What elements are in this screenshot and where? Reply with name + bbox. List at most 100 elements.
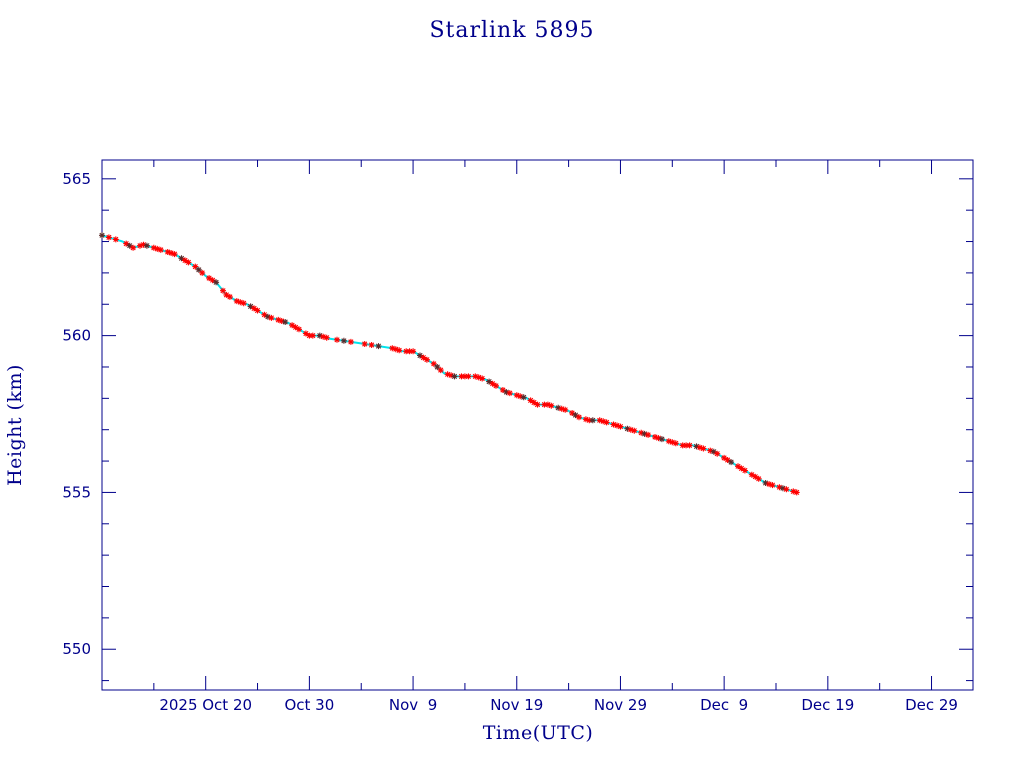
data-point bbox=[465, 373, 472, 380]
data-point bbox=[562, 406, 569, 413]
data-point bbox=[105, 234, 112, 241]
data-point bbox=[112, 236, 119, 243]
data-point bbox=[168, 250, 175, 256]
data-point bbox=[489, 380, 496, 387]
data-point bbox=[603, 419, 610, 426]
data-point bbox=[368, 342, 375, 348]
data-point bbox=[417, 352, 423, 359]
data-point bbox=[548, 402, 555, 409]
data-point bbox=[600, 418, 607, 425]
data-point bbox=[475, 374, 482, 381]
data-point bbox=[614, 422, 620, 429]
data-point bbox=[555, 404, 562, 411]
data-point bbox=[672, 440, 679, 447]
data-point bbox=[240, 300, 247, 307]
data-point bbox=[182, 257, 188, 264]
data-point bbox=[558, 405, 565, 412]
data-point bbox=[458, 373, 465, 380]
data-point bbox=[306, 332, 313, 339]
data-point bbox=[289, 322, 296, 329]
data-point bbox=[655, 435, 662, 442]
data-point bbox=[268, 314, 275, 321]
data-point bbox=[278, 318, 285, 324]
data-point bbox=[541, 401, 548, 408]
data-point bbox=[461, 373, 468, 380]
data-point bbox=[589, 417, 596, 424]
data-point bbox=[99, 232, 105, 239]
data-point bbox=[707, 447, 714, 454]
data-point bbox=[137, 242, 143, 249]
data-point bbox=[627, 426, 634, 433]
data-point bbox=[741, 467, 748, 474]
data-point bbox=[392, 346, 399, 353]
x-tick-label: Dec 19 bbox=[801, 696, 854, 714]
y-axis-label: Height (km) bbox=[4, 364, 26, 486]
data-point bbox=[251, 305, 258, 312]
data-point bbox=[448, 372, 455, 379]
data-point bbox=[596, 417, 603, 424]
data-point bbox=[779, 485, 786, 492]
data-point bbox=[499, 387, 506, 393]
x-tick-label: Nov 9 bbox=[389, 696, 437, 714]
data-point bbox=[178, 255, 185, 262]
data-point bbox=[693, 443, 700, 450]
data-point bbox=[506, 390, 513, 397]
data-point bbox=[738, 465, 745, 472]
data-point bbox=[700, 445, 707, 452]
data-point bbox=[403, 348, 410, 355]
data-point bbox=[576, 414, 582, 421]
data-point bbox=[652, 434, 658, 440]
data-point bbox=[171, 251, 178, 258]
data-point bbox=[513, 392, 520, 399]
data-point bbox=[275, 316, 282, 323]
data-point bbox=[140, 241, 147, 248]
y-tick-label: 550 bbox=[62, 640, 91, 658]
data-point bbox=[793, 489, 800, 496]
data-point bbox=[396, 347, 403, 354]
data-point bbox=[264, 313, 271, 320]
data-point bbox=[586, 417, 593, 424]
data-point bbox=[223, 291, 230, 298]
data-point bbox=[486, 378, 493, 385]
data-point bbox=[669, 439, 676, 446]
data-point bbox=[430, 360, 437, 367]
data-point bbox=[582, 416, 589, 423]
data-point bbox=[617, 423, 624, 430]
x-tick-label: Nov 29 bbox=[594, 696, 647, 714]
data-point bbox=[437, 367, 444, 374]
data-point bbox=[213, 279, 220, 286]
data-point bbox=[157, 246, 164, 253]
y-tick-label: 560 bbox=[62, 327, 91, 345]
x-tick-label: Dec 9 bbox=[700, 696, 748, 714]
data-point bbox=[776, 484, 783, 491]
y-tick-labels: 550 555 560 565 bbox=[62, 170, 91, 658]
data-point bbox=[423, 356, 430, 363]
data-point bbox=[323, 334, 330, 341]
data-point bbox=[790, 488, 797, 495]
data-point bbox=[389, 345, 396, 352]
data-point bbox=[520, 394, 527, 401]
data-point bbox=[658, 436, 665, 443]
data-point bbox=[410, 348, 417, 355]
data-point bbox=[316, 332, 323, 339]
data-point bbox=[724, 457, 731, 463]
data-point bbox=[752, 473, 759, 480]
series-line bbox=[101, 234, 797, 494]
data-point bbox=[361, 341, 368, 347]
data-point bbox=[631, 427, 638, 434]
data-point bbox=[645, 431, 652, 438]
x-tick-label: 2025 Oct 20 bbox=[159, 696, 252, 714]
data-point bbox=[130, 244, 137, 251]
data-point bbox=[766, 481, 773, 488]
data-point bbox=[641, 430, 648, 437]
data-point bbox=[164, 249, 171, 255]
data-point bbox=[334, 336, 340, 343]
data-point bbox=[493, 382, 499, 389]
data-point bbox=[320, 333, 327, 340]
data-point bbox=[572, 412, 579, 419]
data-point bbox=[237, 299, 244, 306]
data-point bbox=[296, 326, 302, 333]
data-point bbox=[696, 444, 703, 451]
data-point bbox=[665, 438, 672, 445]
